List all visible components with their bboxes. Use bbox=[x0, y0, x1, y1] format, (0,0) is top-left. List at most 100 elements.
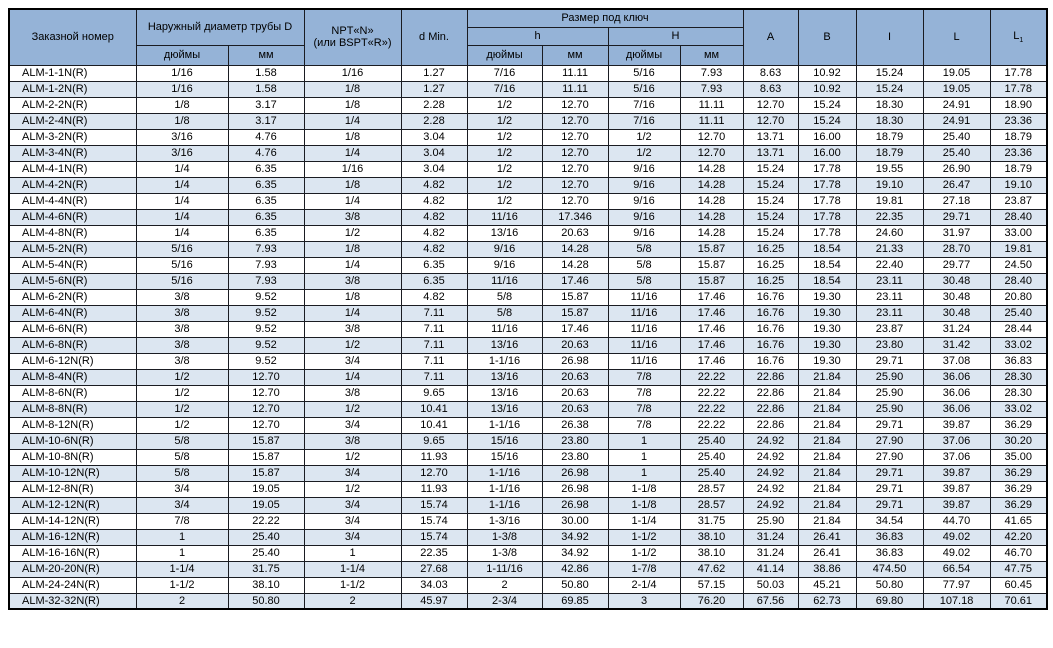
value-cell: 15.74 bbox=[400, 528, 468, 546]
value-cell: 7/8 bbox=[607, 416, 681, 434]
value-cell: 12.70 bbox=[679, 144, 744, 162]
value-cell: 12.70 bbox=[679, 128, 744, 146]
value-cell: 38.10 bbox=[679, 528, 744, 546]
order-number-cell: ALM-3-2N(R) bbox=[8, 128, 137, 146]
value-cell: 1/2 bbox=[466, 176, 543, 194]
value-cell: 16.76 bbox=[742, 288, 799, 306]
value-cell: 19.81 bbox=[855, 192, 924, 210]
order-number-cell: ALM-6-12N(R) bbox=[8, 352, 137, 370]
value-cell: 9/16 bbox=[607, 160, 681, 178]
value-cell: 7.93 bbox=[227, 240, 305, 258]
value-cell: 19.05 bbox=[227, 496, 305, 514]
table-row: ALM-3-4N(R) 3/16 4.76 1/4 3.04 1/2 12.70 1/2 12.… bbox=[8, 144, 1048, 162]
value-cell: 11.11 bbox=[541, 64, 609, 82]
value-cell: 24.50 bbox=[989, 256, 1048, 274]
value-cell: 28.57 bbox=[679, 480, 744, 498]
value-cell: 36.29 bbox=[989, 496, 1048, 514]
value-cell: 1/4 bbox=[303, 368, 402, 386]
order-number-cell: ALM-8-8N(R) bbox=[8, 400, 137, 418]
value-cell: 7/8 bbox=[607, 368, 681, 386]
value-cell: 4.76 bbox=[227, 144, 305, 162]
col-header-order-number: Заказной номер bbox=[8, 8, 137, 66]
value-cell: 20.63 bbox=[541, 224, 609, 242]
table-row: ALM-12-12N(R) 3/4 19.05 3/4 15.74 1-1/16 26.98… bbox=[8, 496, 1048, 514]
value-cell: 76.20 bbox=[679, 592, 744, 610]
order-number-cell: ALM-10-12N(R) bbox=[8, 464, 137, 482]
order-number-cell: ALM-4-4N(R) bbox=[8, 192, 137, 210]
value-cell: 15.87 bbox=[227, 448, 305, 466]
value-cell: 4.82 bbox=[400, 176, 468, 194]
value-cell: 4.76 bbox=[227, 128, 305, 146]
value-cell: 19.30 bbox=[797, 352, 857, 370]
value-cell: 25.40 bbox=[922, 144, 991, 162]
value-cell: 69.85 bbox=[541, 592, 609, 610]
unit-header-inches-d: дюймы bbox=[135, 44, 229, 66]
value-cell: 11/16 bbox=[607, 320, 681, 338]
value-cell: 1/2 bbox=[135, 400, 229, 418]
value-cell: 21.84 bbox=[797, 384, 857, 402]
value-cell: 50.03 bbox=[742, 576, 799, 594]
value-cell: 15.87 bbox=[679, 240, 744, 258]
value-cell: 1/2 bbox=[607, 128, 681, 146]
value-cell: 15.24 bbox=[742, 192, 799, 210]
value-cell: 17.46 bbox=[679, 320, 744, 338]
value-cell: 1-3/8 bbox=[466, 528, 543, 546]
value-cell: 21.84 bbox=[797, 496, 857, 514]
value-cell: 2 bbox=[303, 592, 402, 610]
value-cell: 1/4 bbox=[303, 112, 402, 130]
value-cell: 19.10 bbox=[989, 176, 1048, 194]
value-cell: 9.52 bbox=[227, 320, 305, 338]
value-cell: 25.90 bbox=[855, 368, 924, 386]
value-cell: 107.18 bbox=[922, 592, 991, 610]
value-cell: 17.346 bbox=[541, 208, 609, 226]
value-cell: 10.92 bbox=[797, 80, 857, 98]
value-cell: 2 bbox=[466, 576, 543, 594]
value-cell: 19.30 bbox=[797, 320, 857, 338]
value-cell: 1/4 bbox=[135, 208, 229, 226]
value-cell: 3.17 bbox=[227, 112, 305, 130]
value-cell: 1-1/4 bbox=[135, 560, 229, 578]
table-row: ALM-3-2N(R) 3/16 4.76 1/8 3.04 1/2 12.70 1/2 12.… bbox=[8, 128, 1048, 146]
value-cell: 5/8 bbox=[607, 256, 681, 274]
value-cell: 1/8 bbox=[303, 240, 402, 258]
value-cell: 22.35 bbox=[400, 544, 468, 562]
value-cell: 6.35 bbox=[400, 272, 468, 290]
value-cell: 37.06 bbox=[922, 432, 991, 450]
value-cell: 26.41 bbox=[797, 544, 857, 562]
value-cell: 1 bbox=[303, 544, 402, 562]
value-cell: 33.00 bbox=[989, 224, 1048, 242]
table-row: ALM-8-6N(R) 1/2 12.70 3/8 9.65 13/16 20.63 7/8 2… bbox=[8, 384, 1048, 402]
value-cell: 31.24 bbox=[922, 320, 991, 338]
table-row: ALM-4-1N(R) 1/4 6.35 1/16 3.04 1/2 12.70 9/16 14… bbox=[8, 160, 1048, 178]
value-cell: 1/2 bbox=[135, 416, 229, 434]
value-cell: 18.79 bbox=[855, 144, 924, 162]
value-cell: 9.52 bbox=[227, 288, 305, 306]
value-cell: 5/8 bbox=[466, 288, 543, 306]
value-cell: 12.70 bbox=[227, 400, 305, 418]
value-cell: 7.11 bbox=[400, 352, 468, 370]
value-cell: 3/4 bbox=[303, 496, 402, 514]
value-cell: 13/16 bbox=[466, 384, 543, 402]
order-number-cell: ALM-1-1N(R) bbox=[8, 64, 137, 82]
value-cell: 30.48 bbox=[922, 272, 991, 290]
value-cell: 19.05 bbox=[227, 480, 305, 498]
value-cell: 7/8 bbox=[607, 384, 681, 402]
value-cell: 2.28 bbox=[400, 96, 468, 114]
value-cell: 12.70 bbox=[227, 416, 305, 434]
value-cell: 1/2 bbox=[466, 144, 543, 162]
value-cell: 7.11 bbox=[400, 336, 468, 354]
value-cell: 3/8 bbox=[303, 272, 402, 290]
value-cell: 34.03 bbox=[400, 576, 468, 594]
table-row: ALM-4-4N(R) 1/4 6.35 1/4 4.82 1/2 12.70 9/16 14.… bbox=[8, 192, 1048, 210]
value-cell: 7/8 bbox=[135, 512, 229, 530]
value-cell: 18.79 bbox=[989, 128, 1048, 146]
table-row: ALM-2-2N(R) 1/8 3.17 1/8 2.28 1/2 12.70 7/16 11.… bbox=[8, 96, 1048, 114]
value-cell: 25.40 bbox=[922, 128, 991, 146]
value-cell: 20.63 bbox=[541, 400, 609, 418]
value-cell: 36.83 bbox=[855, 544, 924, 562]
value-cell: 1/8 bbox=[303, 176, 402, 194]
value-cell: 1/2 bbox=[303, 400, 402, 418]
value-cell: 22.40 bbox=[855, 256, 924, 274]
value-cell: 38.10 bbox=[679, 544, 744, 562]
unit-header-mm-hh: мм bbox=[679, 44, 744, 66]
